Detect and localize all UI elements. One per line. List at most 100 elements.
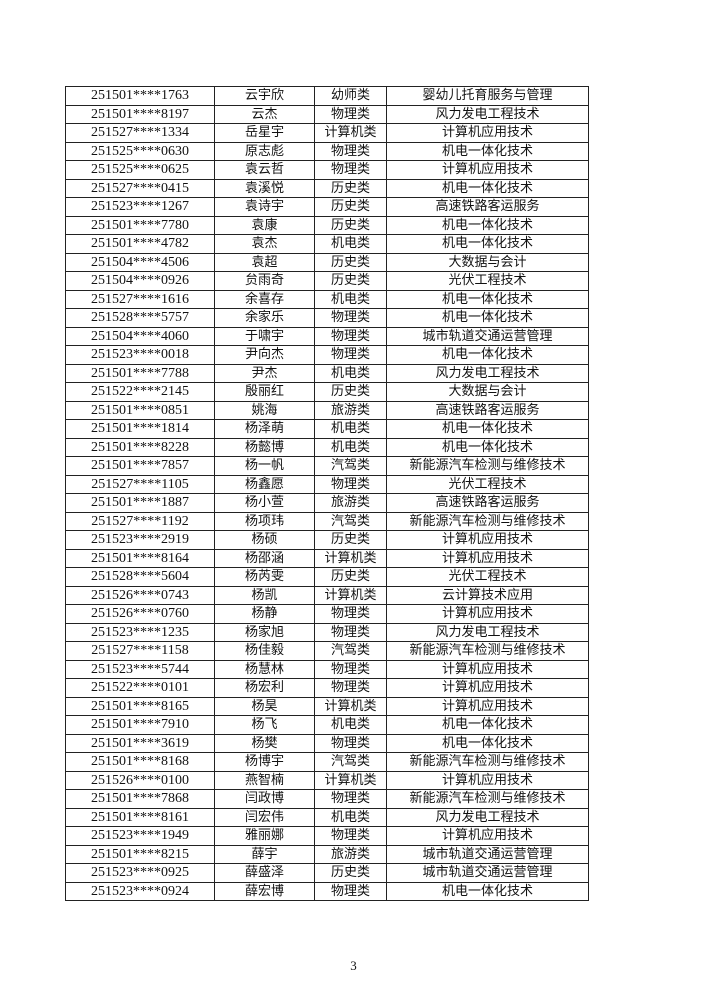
table-row: 251501****8168 杨博宇 汽驾类 新能源汽车检测与维修技术 bbox=[65, 752, 589, 772]
table-row: 251504****4060 于啸宇 物理类 城市轨道交通运营管理 bbox=[65, 326, 589, 346]
id-cell: 251526****0760 bbox=[65, 604, 215, 624]
name-cell: 袁康 bbox=[214, 215, 315, 235]
table-row: 251525****0625 袁云哲 物理类 计算机应用技术 bbox=[65, 160, 589, 180]
table-row: 251501****8228 杨懿博 机电类 机电一体化技术 bbox=[65, 437, 589, 457]
table-row: 251523****0018 尹向杰 物理类 机电一体化技术 bbox=[65, 345, 589, 365]
id-cell: 251525****0625 bbox=[65, 160, 215, 180]
id-cell: 251501****8168 bbox=[65, 752, 215, 772]
table-row: 251501****1763 云宇欣 幼师类 婴幼儿托育服务与管理 bbox=[65, 86, 589, 106]
id-cell: 251501****3619 bbox=[65, 733, 215, 753]
table-row: 251501****8197 云杰 物理类 风力发电工程技术 bbox=[65, 104, 589, 124]
table-row: 251501****8161 闫宏伟 机电类 风力发电工程技术 bbox=[65, 807, 589, 827]
table-row: 251523****1235 杨家旭 物理类 风力发电工程技术 bbox=[65, 622, 589, 642]
category-cell: 汽驾类 bbox=[314, 511, 387, 531]
major-cell: 风力发电工程技术 bbox=[386, 622, 589, 642]
table-row: 251523****5744 杨慧林 物理类 计算机应用技术 bbox=[65, 659, 589, 679]
major-cell: 新能源汽车检测与维修技术 bbox=[386, 789, 589, 809]
id-cell: 251523****0018 bbox=[65, 345, 215, 365]
id-cell: 251526****0743 bbox=[65, 585, 215, 605]
name-cell: 云宇欣 bbox=[214, 86, 315, 106]
category-cell: 计算机类 bbox=[314, 770, 387, 790]
table-row: 251501****4782 袁杰 机电类 机电一体化技术 bbox=[65, 234, 589, 254]
name-cell: 袁诗宇 bbox=[214, 197, 315, 217]
category-cell: 历史类 bbox=[314, 178, 387, 198]
major-cell: 计算机应用技术 bbox=[386, 604, 589, 624]
major-cell: 机电一体化技术 bbox=[386, 881, 589, 901]
table-row: 251527****0415 袁溪悦 历史类 机电一体化技术 bbox=[65, 178, 589, 198]
id-cell: 251501****8164 bbox=[65, 548, 215, 568]
name-cell: 杨泽萌 bbox=[214, 419, 315, 439]
name-cell: 于啸宇 bbox=[214, 326, 315, 346]
name-cell: 岳星宇 bbox=[214, 123, 315, 143]
major-cell: 城市轨道交通运营管理 bbox=[386, 326, 589, 346]
id-cell: 251527****1616 bbox=[65, 289, 215, 309]
category-cell: 机电类 bbox=[314, 437, 387, 457]
name-cell: 雅丽娜 bbox=[214, 826, 315, 846]
major-cell: 计算机应用技术 bbox=[386, 826, 589, 846]
category-cell: 计算机类 bbox=[314, 123, 387, 143]
major-cell: 大数据与会计 bbox=[386, 252, 589, 272]
name-cell: 杨慧林 bbox=[214, 659, 315, 679]
id-cell: 251504****4506 bbox=[65, 252, 215, 272]
major-cell: 城市轨道交通运营管理 bbox=[386, 844, 589, 864]
category-cell: 物理类 bbox=[314, 659, 387, 679]
id-cell: 251523****0924 bbox=[65, 881, 215, 901]
category-cell: 历史类 bbox=[314, 382, 387, 402]
id-cell: 251525****0630 bbox=[65, 141, 215, 161]
category-cell: 旅游类 bbox=[314, 400, 387, 420]
name-cell: 杨静 bbox=[214, 604, 315, 624]
category-cell: 计算机类 bbox=[314, 585, 387, 605]
id-cell: 251501****7788 bbox=[65, 363, 215, 383]
major-cell: 计算机应用技术 bbox=[386, 659, 589, 679]
table-row: 251501****7857 杨一帆 汽驾类 新能源汽车检测与维修技术 bbox=[65, 456, 589, 476]
major-cell: 计算机应用技术 bbox=[386, 696, 589, 716]
id-cell: 251523****1235 bbox=[65, 622, 215, 642]
major-cell: 计算机应用技术 bbox=[386, 678, 589, 698]
major-cell: 云计算技术应用 bbox=[386, 585, 589, 605]
major-cell: 高速铁路客运服务 bbox=[386, 197, 589, 217]
category-cell: 汽驾类 bbox=[314, 641, 387, 661]
table-row: 251501****0851 姚海 旅游类 高速铁路客运服务 bbox=[65, 400, 589, 420]
major-cell: 光伏工程技术 bbox=[386, 271, 589, 291]
category-cell: 历史类 bbox=[314, 252, 387, 272]
name-cell: 燕智楠 bbox=[214, 770, 315, 790]
category-cell: 物理类 bbox=[314, 160, 387, 180]
id-cell: 251527****1192 bbox=[65, 511, 215, 531]
major-cell: 风力发电工程技术 bbox=[386, 807, 589, 827]
category-cell: 物理类 bbox=[314, 789, 387, 809]
table-row: 251522****2145 殷丽红 历史类 大数据与会计 bbox=[65, 382, 589, 402]
category-cell: 历史类 bbox=[314, 271, 387, 291]
id-cell: 251527****1334 bbox=[65, 123, 215, 143]
major-cell: 新能源汽车检测与维修技术 bbox=[386, 752, 589, 772]
category-cell: 机电类 bbox=[314, 363, 387, 383]
id-cell: 251501****7910 bbox=[65, 715, 215, 735]
major-cell: 机电一体化技术 bbox=[386, 308, 589, 328]
name-cell: 杨博宇 bbox=[214, 752, 315, 772]
name-cell: 闫政博 bbox=[214, 789, 315, 809]
table-row: 251501****7868 闫政博 物理类 新能源汽车检测与维修技术 bbox=[65, 789, 589, 809]
id-cell: 251504****0926 bbox=[65, 271, 215, 291]
name-cell: 杨硕 bbox=[214, 530, 315, 550]
name-cell: 杨项玮 bbox=[214, 511, 315, 531]
id-cell: 251501****8161 bbox=[65, 807, 215, 827]
major-cell: 大数据与会计 bbox=[386, 382, 589, 402]
table-row: 251522****0101 杨宏利 物理类 计算机应用技术 bbox=[65, 678, 589, 698]
name-cell: 杨一帆 bbox=[214, 456, 315, 476]
major-cell: 婴幼儿托育服务与管理 bbox=[386, 86, 589, 106]
category-cell: 机电类 bbox=[314, 419, 387, 439]
table-row: 251527****1158 杨佳毅 汽驾类 新能源汽车检测与维修技术 bbox=[65, 641, 589, 661]
name-cell: 闫宏伟 bbox=[214, 807, 315, 827]
major-cell: 机电一体化技术 bbox=[386, 715, 589, 735]
id-cell: 251501****1814 bbox=[65, 419, 215, 439]
id-cell: 251501****8228 bbox=[65, 437, 215, 457]
id-cell: 251501****0851 bbox=[65, 400, 215, 420]
category-cell: 机电类 bbox=[314, 715, 387, 735]
major-cell: 高速铁路客运服务 bbox=[386, 400, 589, 420]
category-cell: 机电类 bbox=[314, 807, 387, 827]
name-cell: 杨凯 bbox=[214, 585, 315, 605]
name-cell: 姚海 bbox=[214, 400, 315, 420]
id-cell: 251501****7857 bbox=[65, 456, 215, 476]
category-cell: 物理类 bbox=[314, 308, 387, 328]
table-row: 251504****4506 袁超 历史类 大数据与会计 bbox=[65, 252, 589, 272]
id-cell: 251523****1267 bbox=[65, 197, 215, 217]
